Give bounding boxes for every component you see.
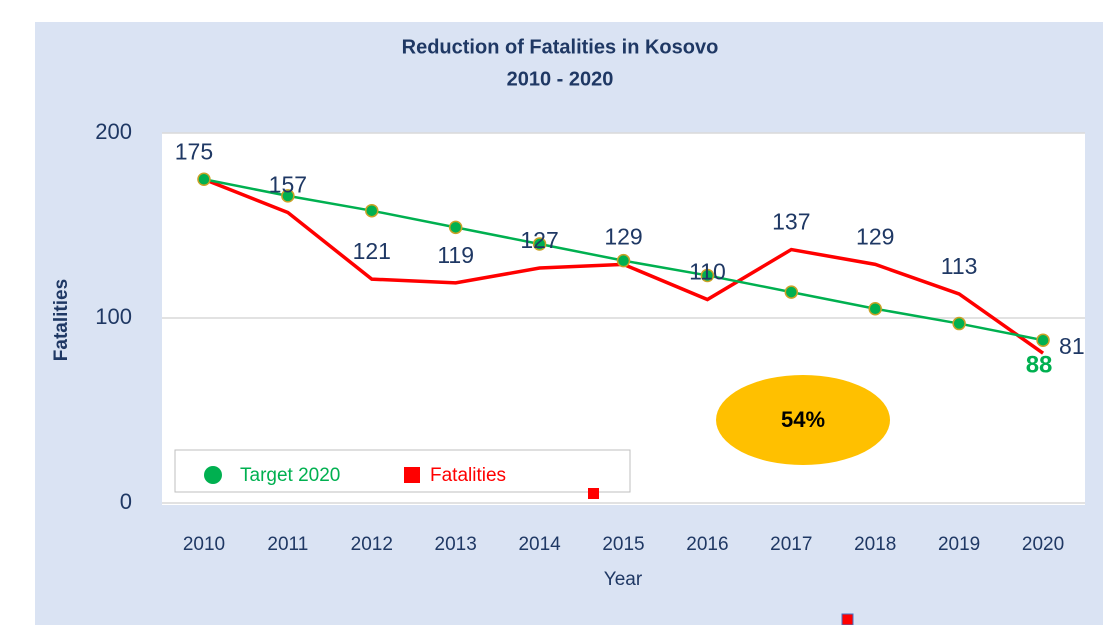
x-tick-label: 2012 (351, 534, 393, 555)
x-tick-label: 2014 (518, 534, 561, 555)
target-dot (197, 172, 211, 186)
data-label: 110 (689, 259, 726, 285)
target-dot (448, 220, 463, 235)
x-tick-label: 2010 (183, 534, 225, 555)
target-dot (784, 285, 799, 299)
data-label: 119 (437, 242, 474, 268)
target-dot (952, 316, 966, 331)
target-dot (281, 189, 295, 203)
x-tick-label: 2020 (1022, 534, 1064, 555)
x-tick-label: 2013 (435, 534, 477, 555)
x-axis-label: Year (604, 569, 643, 590)
legend-label: Target 2020 (240, 465, 340, 486)
annotation-ellipse (716, 375, 890, 465)
y-tick-label: 100 (95, 304, 132, 329)
data-label: 88 (1026, 352, 1053, 379)
data-label: 121 (353, 238, 391, 264)
stray-marker (841, 613, 854, 625)
x-tick-label: 2019 (938, 534, 980, 555)
target-dot (365, 203, 379, 218)
data-label: 129 (856, 223, 894, 249)
target-dot (868, 302, 882, 316)
legend (174, 449, 631, 493)
x-tick-label: 2011 (267, 534, 308, 555)
chart-title: Reduction of Fatalities in Kosovo (402, 36, 719, 58)
y-tick-label: 0 (120, 489, 132, 514)
annotation: 54% (781, 407, 825, 432)
data-label: 127 (520, 227, 558, 253)
y-tick-label: 200 (95, 119, 132, 144)
y-axis-label: Fatalities (51, 279, 72, 361)
legend-marker (404, 467, 420, 483)
data-label: 157 (269, 172, 307, 198)
data-label: 129 (604, 223, 642, 249)
target-dot (616, 253, 631, 268)
data-label: 175 (175, 138, 213, 164)
target-dot (1036, 333, 1050, 347)
x-tick-label: 2018 (854, 534, 896, 555)
legend-label: Fatalities (430, 465, 506, 486)
data-label: 81 (1059, 333, 1085, 359)
data-label: 137 (772, 209, 810, 235)
data-label: 113 (941, 253, 978, 279)
chart-subtitle: 2010 - 2020 (507, 68, 614, 90)
x-tick-label: 2017 (770, 534, 812, 555)
target-dot (532, 237, 547, 251)
stray-marker (588, 488, 599, 499)
x-tick-label: 2015 (602, 534, 644, 555)
legend-marker (204, 466, 222, 484)
x-tick-label: 2016 (686, 534, 728, 555)
target-dot (700, 268, 715, 283)
